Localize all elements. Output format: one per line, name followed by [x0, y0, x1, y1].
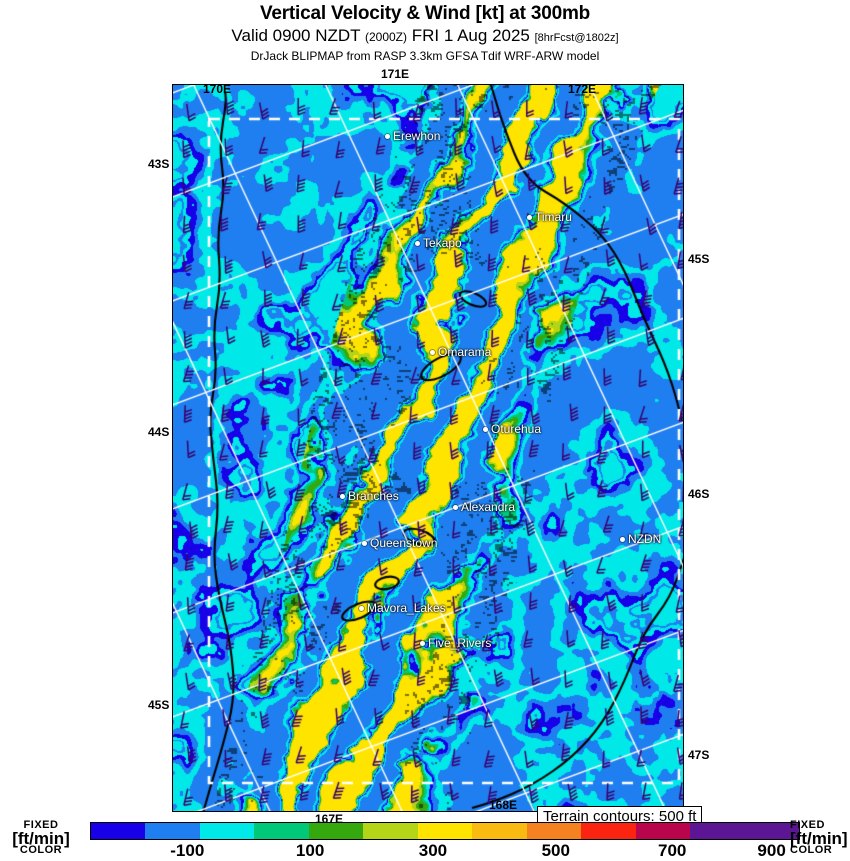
city-dot-icon: [483, 426, 488, 432]
city-dot-icon: [527, 214, 532, 220]
city-dot-icon: [415, 240, 420, 246]
city-marker-five_rivers[interactable]: Five_Rivers: [420, 636, 491, 650]
city-label: Oturehua: [491, 422, 542, 436]
valid-time-utc: (2000Z): [364, 30, 408, 44]
colorbar-tick-labels: -100 100 300 500 700 900: [90, 841, 800, 861]
colorbar-tick-100: 100: [295, 841, 325, 860]
city-label: Omarama: [438, 345, 492, 359]
colorbar-left-units: [ft/min]: [12, 829, 70, 848]
city-label: Five_Rivers: [428, 636, 492, 650]
vertical-velocity-field: [173, 85, 683, 811]
city-dot-icon: [362, 540, 367, 546]
colorbar-band-3: [254, 823, 309, 839]
map-frame: [172, 84, 684, 812]
colorbar-tick-300: 300: [418, 841, 448, 860]
city-label: Tekapo: [423, 236, 462, 250]
colorbar-band-6: [417, 823, 473, 839]
colorbar-band-11: [690, 823, 745, 839]
city-label: NZDN: [628, 532, 662, 546]
colorbar-band-5: [363, 823, 418, 839]
colorbar-tick-900: 900: [757, 841, 786, 860]
lat-label-left-43S: 43S: [148, 157, 170, 171]
city-marker-tekapo[interactable]: Tekapo: [415, 236, 462, 250]
forecast-map[interactable]: Erewhon Timaru Tekapo Omarama Oturehua Branch…: [148, 67, 709, 826]
lat-label-left-44S: 44S: [148, 425, 170, 439]
city-marker-queenstown[interactable]: Queenstown: [362, 536, 437, 550]
lat-label-right-46S: 46S: [688, 487, 710, 501]
colorbar-band-7: [472, 823, 527, 839]
colorbar-band-4: [308, 823, 364, 839]
city-marker-timaru[interactable]: Timaru: [527, 210, 572, 224]
colorbar-right-label: FIXED [ft/min] COLOR: [790, 820, 850, 860]
lon-label-bottom-168E: 168E: [489, 798, 518, 812]
lat-label-right-47S: 47S: [688, 748, 710, 762]
city-dot-icon: [620, 536, 625, 542]
colorbar-right-color: COLOR: [790, 844, 833, 856]
lon-label-top-171E: 171E: [381, 67, 410, 81]
city-dot-icon: [430, 349, 435, 355]
colorbar-band-12: [744, 823, 800, 839]
city-label: Timaru: [535, 210, 572, 224]
lon-label-top-172E: 172E: [568, 82, 597, 96]
city-label: Mavora_Lakes: [367, 601, 446, 615]
city-marker-alexandra[interactable]: Alexandra: [453, 500, 515, 514]
colorbar-gradient[interactable]: [90, 822, 800, 840]
colorbar-right-fixed: FIXED: [790, 819, 825, 831]
colorbar-left-color: COLOR: [19, 844, 63, 856]
colorbar-right-units: [ft/min]: [790, 829, 848, 848]
colorbar-band-10: [635, 823, 691, 839]
page-header: Vertical Velocity & Wind [kt] at 300mb V…: [0, 0, 850, 64]
valid-time: Valid 0900 NZDT: [231, 26, 361, 45]
colorbar-left-label: FIXED [ft/min] COLOR: [0, 820, 84, 860]
city-dot-icon: [340, 493, 345, 499]
colorbar-row: FIXED [ft/min] COLOR -100 100 300 500 700 900…: [0, 820, 850, 861]
lat-label-right-45S: 45S: [688, 252, 710, 266]
city-label: Queenstown: [370, 536, 438, 550]
valid-time-line: Valid 0900 NZDT (2000Z) FRI 1 Aug 2025 […: [0, 26, 850, 48]
colorbar-band-2: [199, 823, 255, 839]
forecast-tag: [8hrFcst@1802z]: [534, 32, 619, 44]
valid-date: FRI 1 Aug 2025: [411, 26, 530, 45]
lon-label-top-170E: 170E: [203, 82, 232, 96]
city-dot-icon: [453, 504, 458, 510]
city-label: Alexandra: [461, 500, 516, 514]
colorbar-tick--100: -100: [170, 841, 205, 860]
page-title: Vertical Velocity & Wind [kt] at 300mb: [259, 3, 591, 24]
city-marker-branches[interactable]: Branches: [340, 489, 399, 503]
colorbar-tick-700: 700: [658, 841, 687, 860]
colorbar-tick-500: 500: [541, 841, 570, 860]
city-dot-icon: [385, 133, 390, 139]
colorbar-band-1: [145, 823, 200, 839]
city-dot-icon: [359, 605, 364, 611]
city-marker-oturehua[interactable]: Oturehua: [483, 422, 541, 436]
city-marker-omarama[interactable]: Omarama: [430, 345, 491, 359]
colorbar-band-0: [91, 823, 146, 839]
city-marker-mavora_lakes[interactable]: Mavora_Lakes: [359, 601, 446, 615]
model-source: DrJack BLIPMAP from RASP 3.3km GFSA Tdif…: [250, 49, 600, 63]
colorbar-band-9: [581, 823, 636, 839]
city-marker-erewhon[interactable]: Erewhon: [385, 129, 440, 143]
colorbar-band-8: [526, 823, 582, 839]
city-label: Branches: [348, 489, 399, 503]
colorbar-left-fixed: FIXED: [23, 819, 59, 831]
city-dot-icon: [420, 640, 425, 646]
city-label: Erewhon: [393, 129, 441, 143]
city-marker-nzdn[interactable]: NZDN: [620, 532, 661, 546]
lat-label-left-45S: 45S: [148, 698, 170, 712]
